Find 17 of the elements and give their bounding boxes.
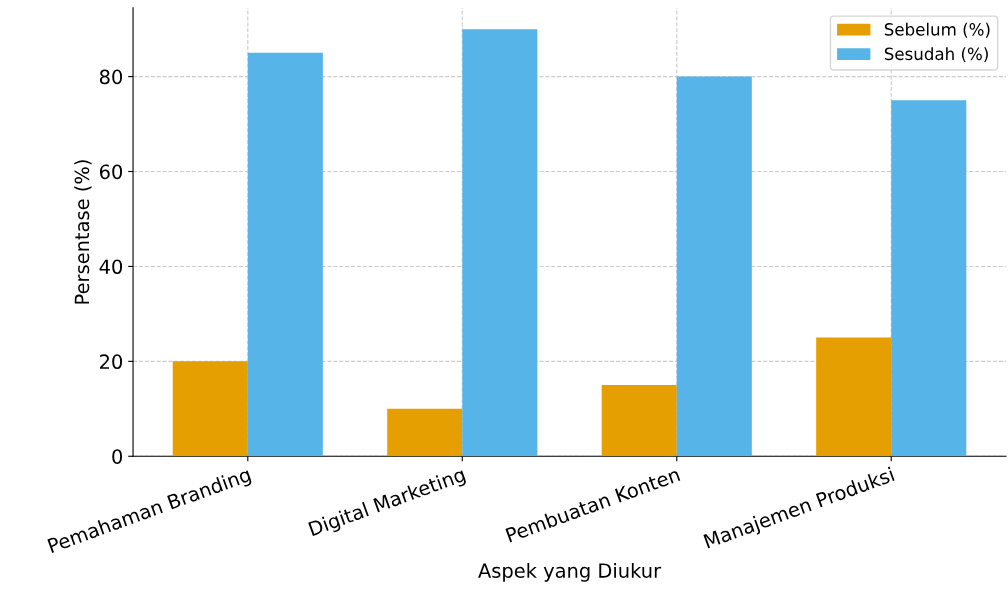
bar bbox=[816, 337, 892, 457]
y-axis-title: Persentase (%) bbox=[74, 160, 92, 304]
legend-label: Sebelum (%) bbox=[884, 22, 990, 38]
bar bbox=[247, 52, 323, 457]
x-axis-title: Aspek yang Diukur bbox=[478, 562, 662, 582]
y-tick-label: 60 bbox=[99, 164, 123, 180]
bar bbox=[601, 385, 677, 457]
bar bbox=[387, 408, 463, 457]
legend-label: Sesudah (%) bbox=[884, 47, 988, 63]
bar bbox=[676, 76, 752, 457]
y-tick-label: 40 bbox=[99, 259, 123, 275]
y-tick-label: 80 bbox=[99, 69, 123, 85]
bar bbox=[462, 29, 538, 457]
y-tick-label: 0 bbox=[112, 449, 123, 464]
bar bbox=[172, 361, 248, 457]
y-tick-label: 20 bbox=[100, 354, 123, 370]
bar bbox=[891, 100, 967, 457]
